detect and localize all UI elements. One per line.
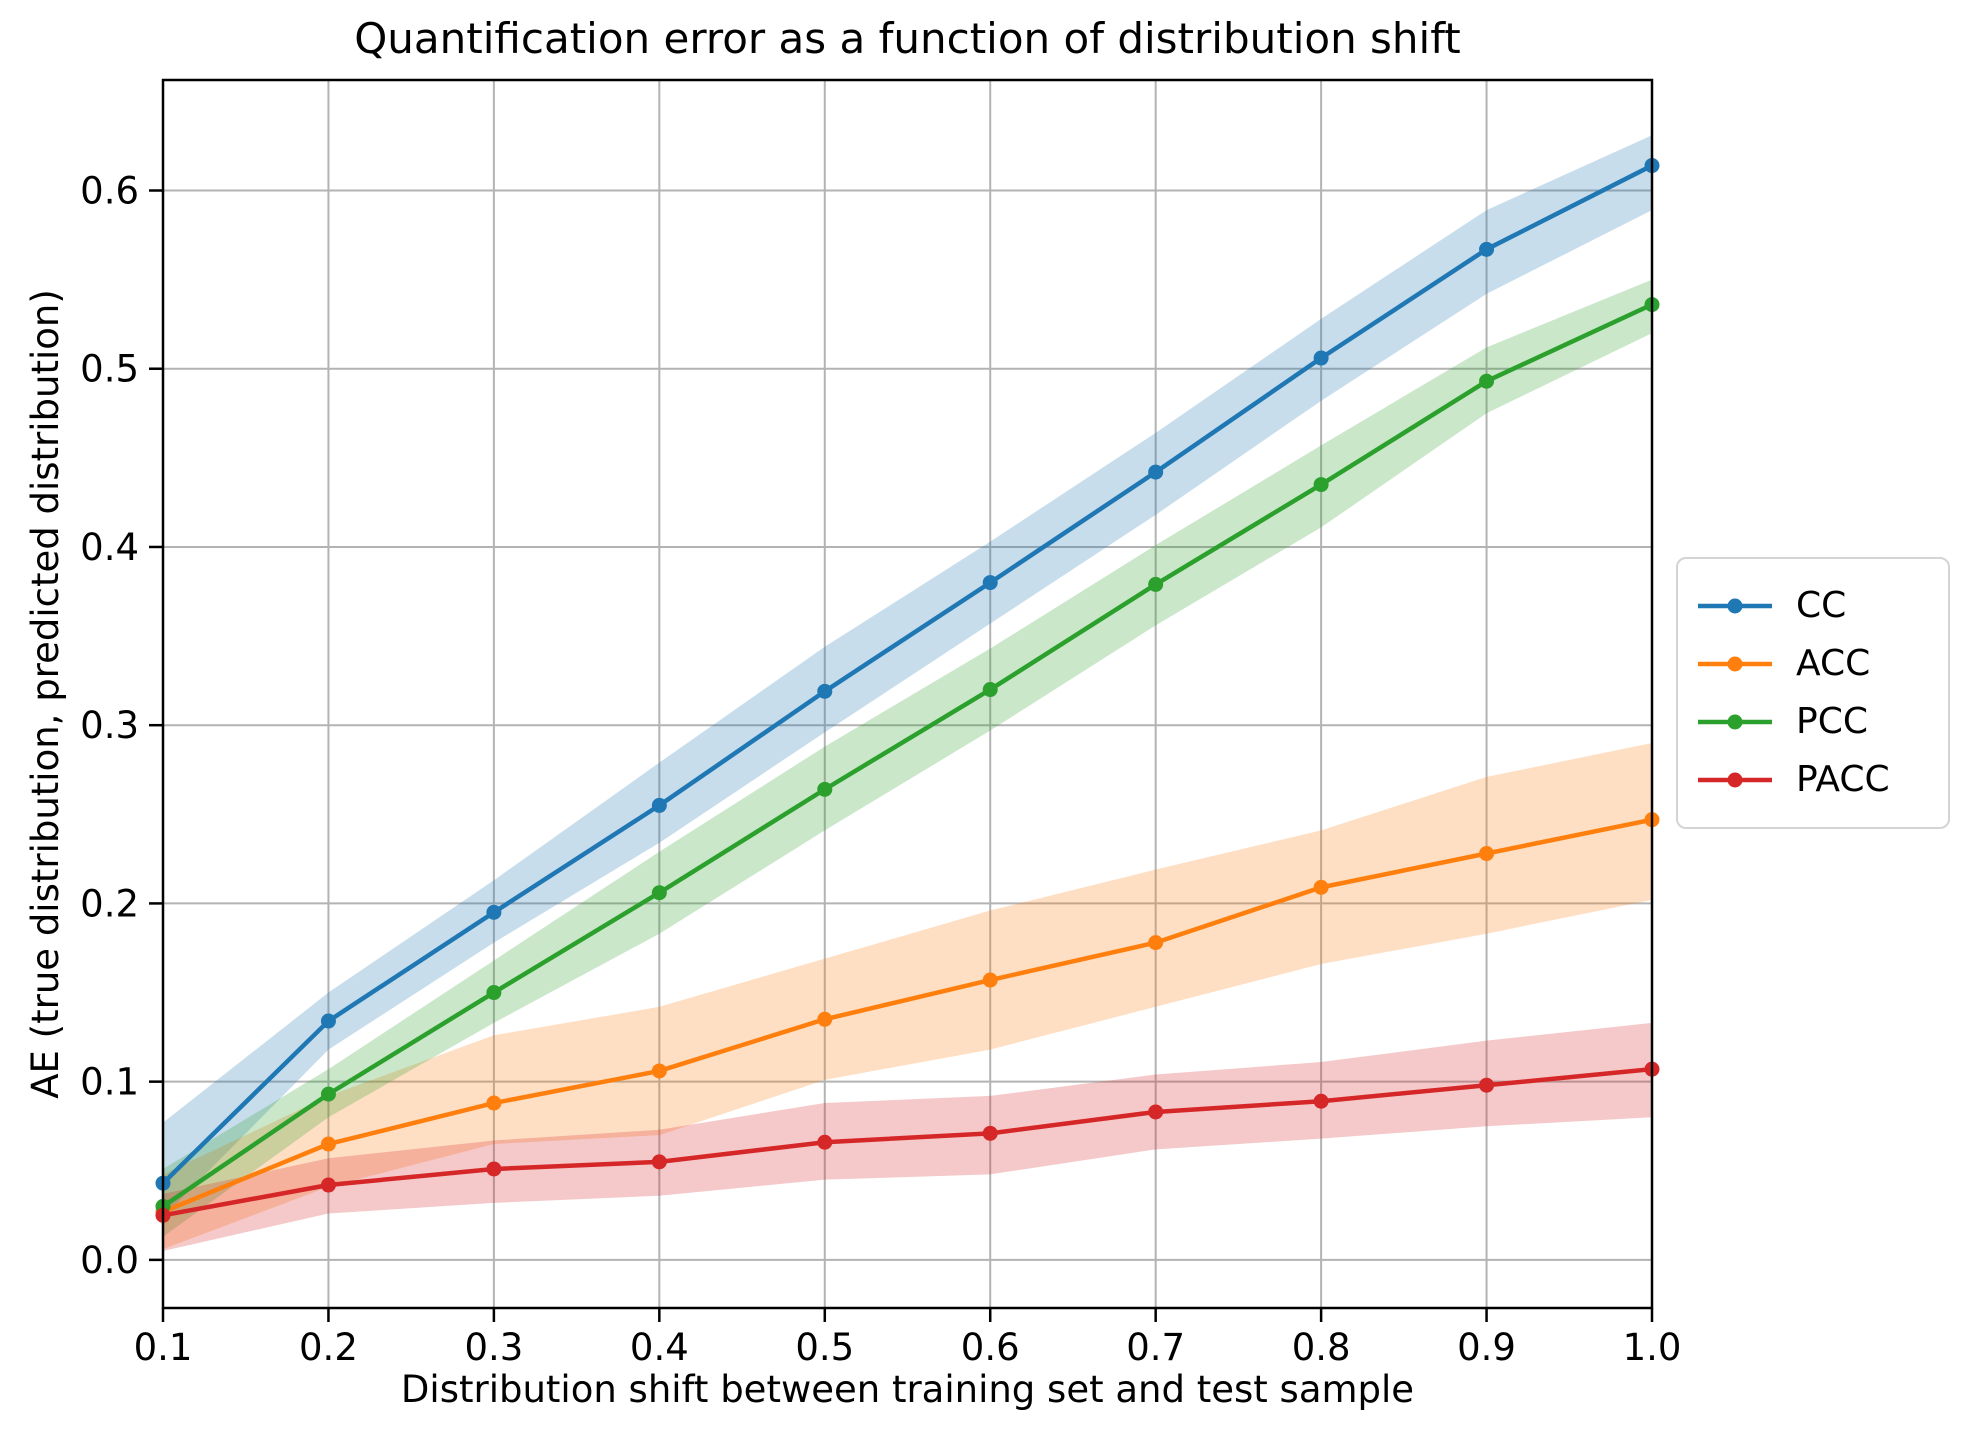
x-tick-label: 0.1	[134, 1326, 193, 1369]
legend-line-icon	[1698, 656, 1772, 672]
y-tick-label: 0.4	[80, 526, 139, 569]
confidence-band-cc	[163, 135, 1652, 1218]
data-point-pcc	[1479, 373, 1495, 389]
chart-title: Quantification error as a function of di…	[354, 14, 1461, 63]
confidence-band-pcc	[163, 279, 1652, 1237]
data-point-cc	[651, 797, 667, 813]
data-point-acc	[1148, 935, 1164, 951]
x-tick-label: 0.8	[1292, 1326, 1351, 1369]
data-point-pacc	[651, 1154, 667, 1170]
data-point-pcc	[982, 682, 998, 698]
data-point-cc	[320, 1013, 336, 1029]
x-tick-label: 0.9	[1457, 1326, 1516, 1369]
data-point-cc	[817, 683, 833, 699]
legend-entry-pacc: PACC	[1696, 751, 1928, 809]
legend-entry-cc: CC	[1696, 577, 1928, 635]
x-axis-label: Distribution shift between training set …	[400, 1368, 1415, 1411]
data-point-cc	[486, 904, 502, 920]
x-tick-label: 0.3	[464, 1326, 523, 1369]
legend-label: PCC	[1796, 701, 1868, 742]
data-point-pcc	[1148, 576, 1164, 592]
legend-label: CC	[1796, 585, 1847, 626]
x-tick-label: 0.4	[630, 1326, 689, 1369]
series-line-acc	[160, 817, 1655, 1215]
y-tick-label: 0.2	[80, 882, 139, 925]
data-point-acc	[1313, 879, 1329, 895]
data-point-cc	[982, 575, 998, 591]
data-point-pacc	[1148, 1104, 1164, 1120]
legend-entry-pcc: PCC	[1696, 693, 1928, 751]
y-tick-label: 0.3	[80, 704, 139, 747]
legend-label: PACC	[1796, 759, 1890, 800]
data-point-pcc	[486, 985, 502, 1001]
data-point-pcc	[651, 885, 667, 901]
data-point-acc	[1479, 846, 1495, 862]
data-point-cc	[1313, 350, 1329, 366]
data-point-pacc	[320, 1177, 336, 1193]
confidence-band-acc	[163, 743, 1652, 1250]
series-line-pcc	[160, 302, 1655, 1209]
x-tick-label: 1.0	[1623, 1326, 1682, 1369]
y-axis-label: AE (true distribution, predicted distrib…	[24, 289, 67, 1099]
y-tick-label: 0.5	[80, 348, 139, 391]
data-point-pacc	[817, 1134, 833, 1150]
x-tick-label: 0.7	[1126, 1326, 1185, 1369]
data-point-cc	[1148, 464, 1164, 480]
data-point-pcc	[817, 781, 833, 797]
data-point-pacc	[1479, 1077, 1495, 1093]
legend: CC ACC PCC PACC	[1676, 557, 1950, 829]
plot-border	[161, 78, 1654, 1310]
data-point-cc	[1479, 241, 1495, 257]
data-point-acc	[486, 1095, 502, 1111]
legend-line-icon	[1698, 772, 1772, 788]
data-point-pacc	[1313, 1093, 1329, 1109]
data-point-pacc	[486, 1161, 502, 1177]
y-tick-label: 0.0	[80, 1239, 139, 1282]
data-point-pacc	[982, 1125, 998, 1141]
y-tick-label: 0.6	[80, 169, 139, 212]
y-tick-label: 0.1	[80, 1061, 139, 1104]
x-tick-label: 0.5	[795, 1326, 854, 1369]
series-line-pacc	[160, 1066, 1655, 1218]
legend-line-icon	[1698, 598, 1772, 614]
legend-line-icon	[1698, 714, 1772, 730]
series-line-cc	[160, 163, 1655, 1186]
data-point-acc	[320, 1136, 336, 1152]
data-point-pcc	[1313, 477, 1329, 493]
x-tick-label: 0.6	[961, 1326, 1020, 1369]
data-point-acc	[817, 1011, 833, 1027]
x-tick-label: 0.2	[299, 1326, 358, 1369]
data-point-pcc	[320, 1086, 336, 1102]
data-point-acc	[982, 972, 998, 988]
data-point-acc	[651, 1063, 667, 1079]
legend-label: ACC	[1796, 643, 1871, 684]
legend-entry-acc: ACC	[1696, 635, 1928, 693]
